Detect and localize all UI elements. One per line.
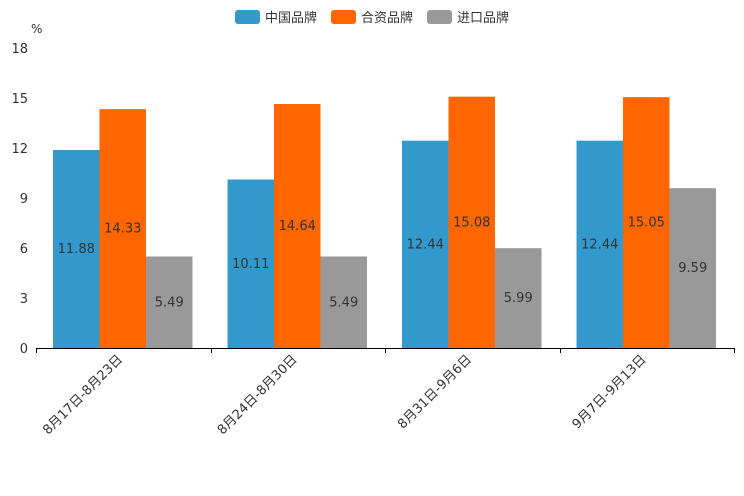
- y-tick-label: 6: [20, 242, 28, 257]
- bar-0-3: [576, 140, 623, 348]
- bar-value-label: 15.05: [628, 216, 665, 231]
- bar-value-label: 5.99: [504, 291, 533, 306]
- legend-item-import-brand[interactable]: 进口品牌: [427, 7, 509, 26]
- bar-value-label: 12.44: [581, 237, 618, 252]
- bar-value-label: 10.11: [232, 257, 269, 272]
- y-tick-label: 15: [11, 92, 28, 107]
- bar-value-label: 14.33: [104, 222, 141, 237]
- bar-0-1: [227, 179, 274, 348]
- x-category-label: 8月31日-9月6日: [395, 352, 475, 432]
- bar-2-1: [320, 256, 367, 348]
- bar-1-0: [99, 109, 146, 349]
- x-category-label: 8月24日-8月30日: [215, 352, 301, 438]
- y-tick-label: 3: [20, 292, 28, 307]
- bar-2-3: [669, 188, 716, 348]
- x-category-label: 8月17日-8月23日: [40, 352, 126, 438]
- bar-0-2: [402, 140, 449, 348]
- y-tick-label: 12: [11, 142, 28, 157]
- legend-item-joint-venture-brand[interactable]: 合资品牌: [330, 7, 413, 26]
- legend-item-china-brand[interactable]: 中国品牌: [234, 7, 317, 26]
- bar-2-0: [146, 256, 193, 348]
- bar-value-label: 15.08: [453, 215, 490, 230]
- legend-swatch-joint-venture-brand: [330, 9, 356, 24]
- bar-value-label: 9.59: [678, 261, 707, 276]
- bar-value-label: 12.44: [407, 237, 444, 252]
- legend-label-joint-venture-brand: 合资品牌: [360, 11, 413, 26]
- bar-1-1: [274, 104, 321, 348]
- bar-1-2: [448, 96, 495, 349]
- y-tick-label: 18: [11, 42, 28, 57]
- y-tick-label: 9: [20, 192, 28, 207]
- bar-value-label: 14.64: [279, 219, 316, 234]
- bar-value-label: 11.88: [58, 242, 95, 257]
- bar-2-2: [495, 248, 542, 348]
- bar-1-3: [623, 97, 670, 349]
- y-tick-label: 0: [20, 342, 28, 357]
- legend-label-china-brand: 中国品牌: [264, 11, 317, 26]
- legend-swatch-china-brand: [234, 9, 260, 24]
- legend-swatch-import-brand: [427, 9, 452, 24]
- bar-value-label: 5.49: [155, 295, 184, 310]
- y-axis-unit: %: [31, 22, 43, 36]
- legend: 中国品牌 合资品牌 进口品牌: [0, 7, 744, 26]
- legend-label-import-brand: 进口品牌: [457, 11, 510, 26]
- bar-0-0: [53, 150, 100, 348]
- x-category-label: 9月7日-9月13日: [570, 352, 650, 432]
- bar-value-label: 5.49: [329, 295, 358, 310]
